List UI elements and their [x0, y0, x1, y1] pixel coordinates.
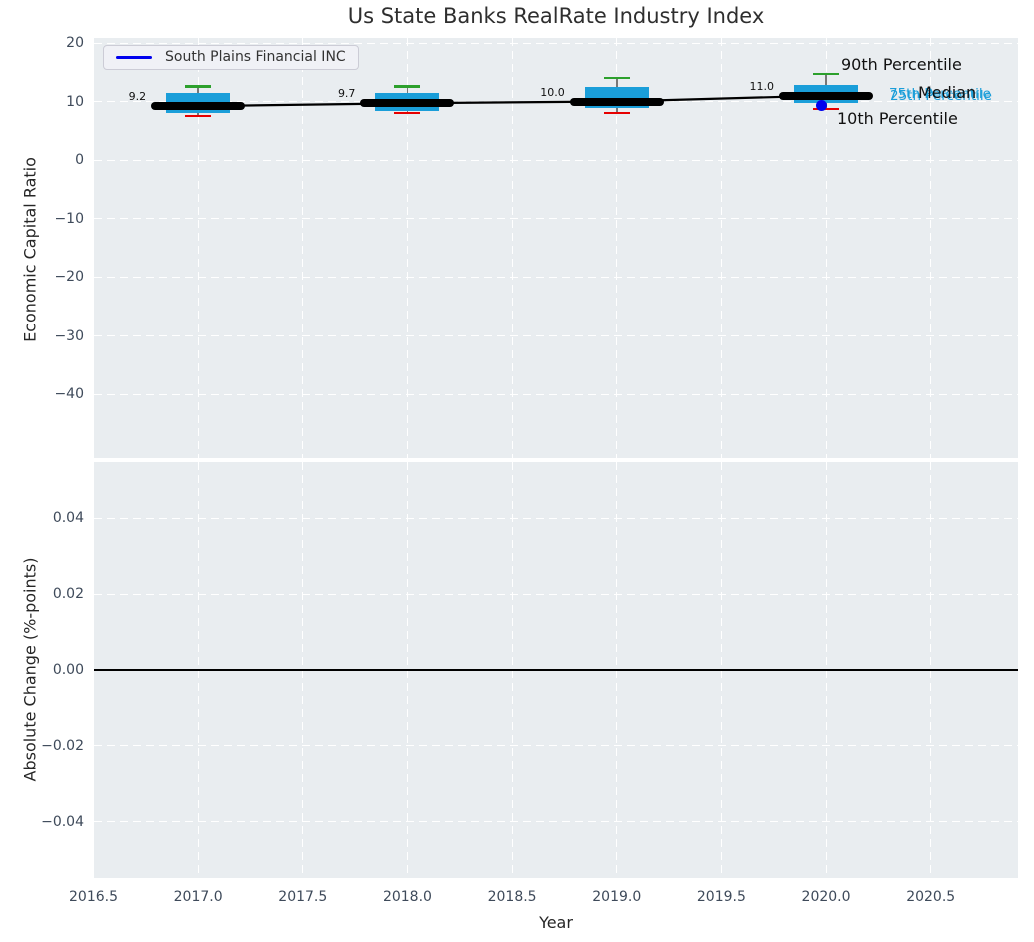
gridline-vertical	[930, 38, 932, 458]
x-tick-label: 2018.0	[382, 889, 432, 905]
x-tick-label: 2016.5	[69, 889, 118, 905]
median-bar	[569, 97, 664, 106]
x-tick-label: 2019.5	[696, 889, 746, 905]
y-tick-label: 0.02	[52, 586, 84, 603]
legend-label: South Plains Financial INC	[165, 49, 346, 65]
p10-cap	[185, 114, 212, 118]
median-value-label: 10.0	[540, 85, 565, 99]
gridline-vertical	[197, 38, 199, 458]
median-bar	[151, 102, 246, 111]
x-tick-label: 2018.5	[487, 889, 537, 905]
x-tick-label: 2019.0	[592, 889, 642, 905]
gridline-horizontal	[94, 276, 1018, 278]
gridline-horizontal	[94, 517, 1018, 519]
annotation-median: Median	[918, 83, 977, 102]
gridline-vertical	[406, 38, 408, 458]
annotation-25th-percentile: 25th Percentile	[890, 88, 992, 104]
gridline-horizontal	[94, 218, 1018, 219]
y-tick-label: 0	[75, 152, 84, 168]
x-tick-label: 2020.0	[801, 889, 851, 905]
company-marker-dot	[815, 99, 827, 111]
p90-cap	[394, 85, 421, 88]
gridline-horizontal	[94, 335, 1018, 336]
y-tick-label: 0.00	[52, 662, 84, 678]
chart-title: Us State Banks RealRate Industry Index	[347, 4, 765, 28]
x-tick-label: 2017.5	[278, 889, 328, 905]
gridline-vertical	[825, 38, 827, 458]
gridline-horizontal	[94, 42, 1018, 44]
p10-cap	[394, 111, 421, 115]
top-plot-area: 9.2 9.7 10.0 11.0	[94, 38, 1018, 458]
x-tick-label: 2020.5	[906, 889, 956, 905]
y-tick-label: −30	[54, 327, 84, 344]
top-y-axis-label: Economic Capital Ratio	[20, 157, 40, 342]
legend: South Plains Financial INC	[103, 45, 359, 70]
median-line-path	[197, 94, 828, 108]
y-tick-label: 0.04	[52, 510, 84, 527]
median-value-label: 9.2	[128, 90, 147, 104]
p90-cap	[813, 72, 840, 76]
zero-line	[94, 669, 1018, 671]
median-value-label: 9.7	[337, 87, 356, 101]
gridline-vertical	[720, 38, 722, 458]
y-tick-label: −0.02	[41, 737, 84, 754]
p90-cap	[603, 76, 630, 80]
median-bar	[360, 99, 455, 108]
p10-cap	[603, 111, 630, 115]
p90-cap	[185, 85, 212, 88]
x-tick-label: 2017.0	[173, 889, 223, 905]
gridline-vertical	[302, 38, 304, 458]
median-value-label: 11.0	[749, 79, 775, 93]
median-connecting-line	[197, 94, 828, 108]
x-axis-label: Year	[539, 913, 573, 932]
gridline-horizontal	[94, 821, 1018, 823]
y-tick-label: 10	[66, 93, 84, 110]
gridline-horizontal	[94, 159, 1018, 161]
gridline-horizontal	[94, 593, 1018, 595]
annotation-75th-percentile: 75th Percentile	[889, 86, 991, 102]
y-tick-label: 20	[66, 35, 84, 51]
y-tick-label: −10	[54, 210, 84, 227]
gridline-horizontal	[94, 745, 1018, 747]
median-bar	[779, 91, 874, 100]
p10-cap	[813, 107, 840, 111]
y-tick-label: −40	[54, 386, 84, 402]
bottom-plot-area	[94, 462, 1018, 878]
y-tick-label: −20	[54, 269, 84, 285]
y-tick-label: −0.04	[41, 813, 84, 830]
annotation-90th-percentile: 90th Percentile	[841, 55, 962, 74]
gridline-horizontal	[94, 393, 1018, 395]
legend-line-swatch	[116, 55, 152, 59]
gridline-vertical	[511, 38, 513, 458]
gridline-vertical	[616, 38, 618, 458]
annotation-10th-percentile: 10th Percentile	[837, 109, 958, 128]
